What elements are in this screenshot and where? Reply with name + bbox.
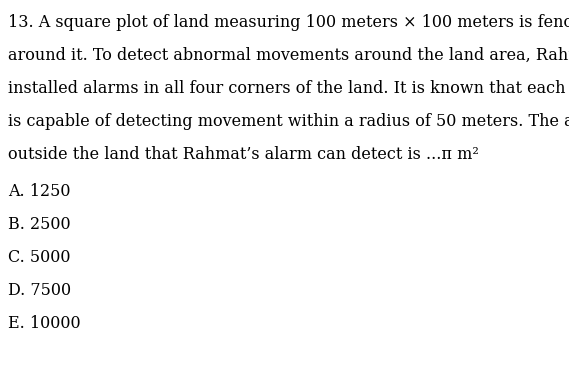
Text: is capable of detecting movement within a radius of 50 meters. The area: is capable of detecting movement within … <box>8 113 569 130</box>
Text: D. 7500: D. 7500 <box>8 282 71 299</box>
Text: around it. To detect abnormal movements around the land area, Rahmat: around it. To detect abnormal movements … <box>8 47 569 64</box>
Text: outside the land that Rahmat’s alarm can detect is ...π m²: outside the land that Rahmat’s alarm can… <box>8 146 479 163</box>
Text: A. 1250: A. 1250 <box>8 183 71 200</box>
Text: installed alarms in all four corners of the land. It is known that each alarm: installed alarms in all four corners of … <box>8 80 569 97</box>
Text: C. 5000: C. 5000 <box>8 249 71 266</box>
Text: B. 2500: B. 2500 <box>8 216 71 233</box>
Text: 13. A square plot of land measuring 100 meters × 100 meters is fenced: 13. A square plot of land measuring 100 … <box>8 14 569 31</box>
Text: E. 10000: E. 10000 <box>8 315 81 332</box>
